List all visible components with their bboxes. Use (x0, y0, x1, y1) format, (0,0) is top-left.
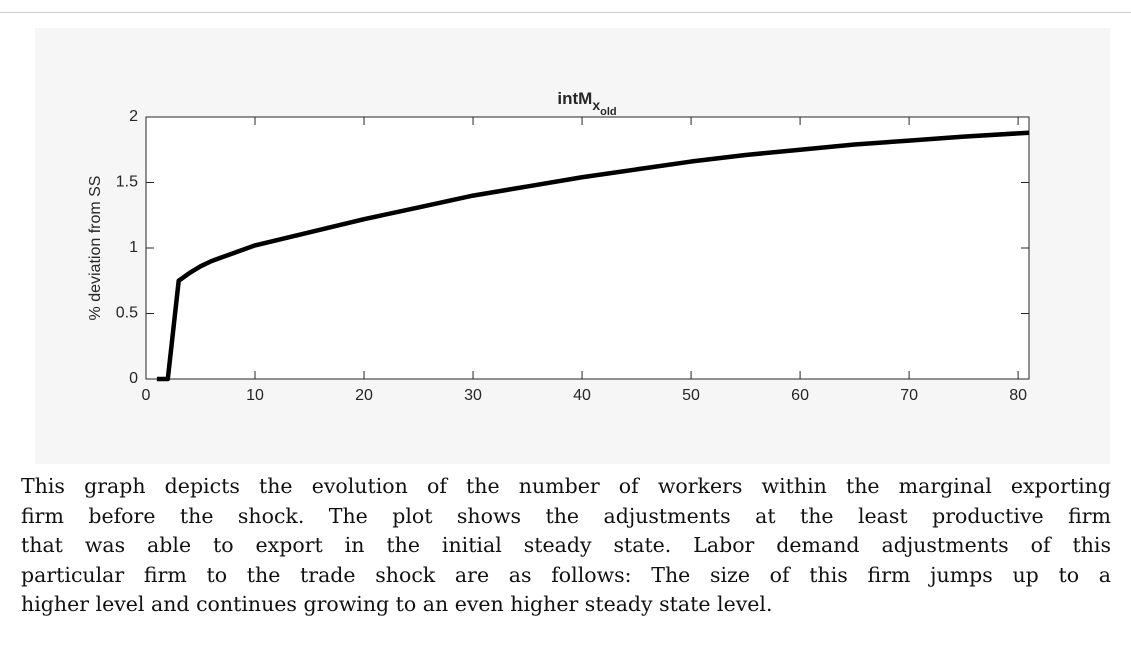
y-tick-label: 1 (129, 239, 138, 256)
y-tick-label: 0 (129, 370, 138, 387)
caption-line: that was able to export in the initial s… (21, 533, 1111, 557)
chart-title: intMxold (557, 89, 616, 117)
axes-box (145, 116, 1030, 380)
separator (0, 12, 1131, 13)
y-axis-label: % deviation from SS (87, 176, 104, 321)
title-main: intM (557, 89, 592, 108)
title-subscript: x (592, 97, 600, 113)
caption-line: firm before the shock. The plot shows th… (21, 503, 1111, 528)
data-line (156, 130, 1030, 382)
x-tick-label: 80 (1009, 387, 1027, 404)
title-sub-subscript: old (600, 106, 617, 118)
caption-line: particular firm to the trade shock are a… (21, 562, 1111, 587)
x-tick-label: 40 (573, 387, 591, 404)
caption-line: higher level and continues growing to an… (21, 592, 773, 616)
caption-line: This graph depicts the evolution of the … (21, 474, 1111, 498)
x-tick-label: 50 (682, 387, 700, 404)
y-tick-label: 2 (129, 108, 138, 125)
x-tick-label: 20 (355, 387, 373, 404)
x-tick-label: 30 (464, 387, 482, 404)
x-tick-label: 70 (900, 387, 918, 404)
chart: intMxold % deviation from SS 00.511.520 1… (87, 89, 1030, 404)
y-tick-label: 1.5 (116, 174, 138, 191)
plot-area (146, 117, 1029, 379)
x-tick-label: 0 (142, 387, 151, 404)
y-tick-label: 0.5 (116, 305, 138, 322)
caption: This graph depicts the evolution of the … (21, 472, 1111, 620)
x-tick-label: 10 (246, 387, 264, 404)
x-tick-label: 60 (791, 387, 809, 404)
